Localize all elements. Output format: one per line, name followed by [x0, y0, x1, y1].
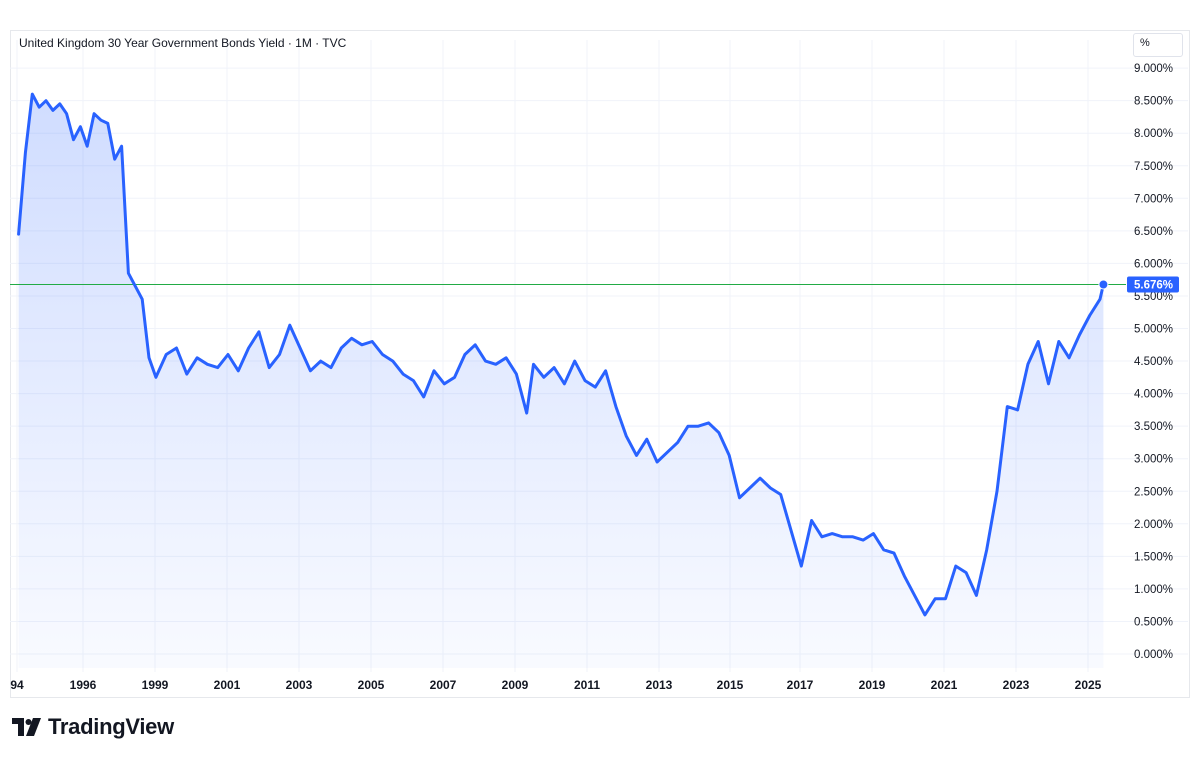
y-tick-label: 6.000%	[1134, 258, 1173, 270]
x-tick-label: 1996	[70, 678, 97, 692]
y-tick-label: 0.000%	[1134, 649, 1173, 661]
last-value-badge-group: 5.676%	[1127, 276, 1179, 293]
last-value-point[interactable]	[1098, 279, 1109, 290]
tradingview-logo-text: TradingView	[48, 714, 174, 739]
x-tick-label: 2019	[859, 678, 886, 692]
chart-frame	[10, 30, 1190, 698]
x-tick-label: 2003	[286, 678, 313, 692]
y-tick-label: 3.000%	[1134, 454, 1173, 466]
y-tick-label: 1.500%	[1134, 551, 1173, 563]
x-tick-label: 94	[10, 678, 24, 692]
x-tick-label: 2015	[717, 678, 744, 692]
tradingview-logo-icon	[12, 718, 41, 736]
y-tick-label: 7.500%	[1134, 161, 1173, 173]
x-tick-label: 2023	[1003, 678, 1030, 692]
y-tick-label: 8.000%	[1134, 128, 1173, 140]
x-tick-label: 2021	[931, 678, 958, 692]
x-tick-label: 2011	[574, 678, 600, 692]
x-tick-label: 2007	[430, 678, 457, 692]
y-tick-label: 5.500%	[1134, 291, 1173, 303]
x-tick-label: 2009	[502, 678, 529, 692]
y-tick-label: 1.000%	[1134, 584, 1173, 596]
y-tick-label: 2.500%	[1134, 486, 1173, 498]
y-tick-label: 3.500%	[1134, 421, 1173, 433]
x-tick-label: 1999	[142, 678, 169, 692]
y-tick-label: 4.500%	[1134, 356, 1173, 368]
y-tick-label: 0.500%	[1134, 616, 1173, 628]
x-tick-label: 2013	[646, 678, 673, 692]
y-tick-label: 9.000%	[1134, 63, 1173, 75]
x-tick-label: 2001	[214, 678, 241, 692]
y-tick-label: 2.000%	[1134, 519, 1173, 531]
y-tick-label: 6.500%	[1134, 226, 1173, 238]
x-axis: 94 1996 1999 2001 2003 2005 2007 2009 2011 2013 20…	[10, 678, 1101, 692]
y-tick-label: 4.000%	[1134, 389, 1173, 401]
last-value-badge	[1127, 276, 1179, 293]
x-tick-label: 2017	[787, 678, 814, 692]
chart-title: United Kingdom 30 Year Government Bonds …	[19, 36, 347, 50]
series-line[interactable]	[17, 92, 1105, 617]
y-axis: 0.000% 0.500% 1.000% 1.500% 2.000% 2.500% 3.00…	[1134, 63, 1173, 661]
unit-selector[interactable]: %	[1133, 33, 1183, 57]
y-tick-label: 8.500%	[1134, 96, 1173, 108]
x-tick-label: 2025	[1075, 678, 1102, 692]
tradingview-logo[interactable]: TradingView	[12, 714, 174, 740]
x-tick-label: 2005	[358, 678, 385, 692]
y-tick-label: 7.000%	[1134, 193, 1173, 205]
y-tick-label: 5.000%	[1134, 324, 1173, 336]
last-value-label: 5.676%	[1134, 279, 1173, 291]
